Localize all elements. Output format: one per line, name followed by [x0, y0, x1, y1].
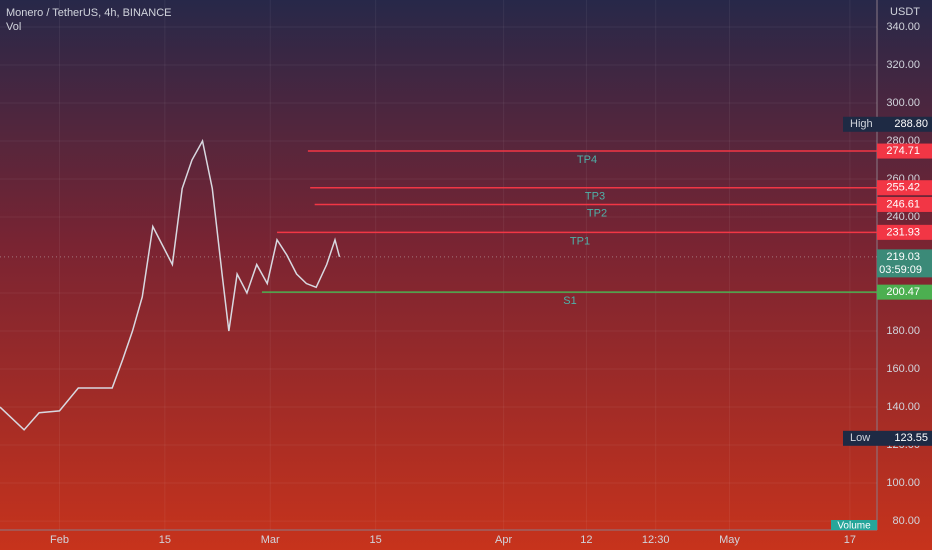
y-tick-label: 100.00 — [886, 477, 920, 489]
y-axis-unit: USDT — [890, 6, 920, 18]
chart-title: Monero / TetherUS, 4h, BINANCE — [6, 7, 171, 19]
y-tick-label: 160.00 — [886, 363, 920, 375]
level-price: 246.61 — [886, 198, 920, 210]
level-price: 231.93 — [886, 226, 920, 238]
y-tick-label: 340.00 — [886, 21, 920, 33]
volume-box — [831, 520, 877, 530]
level-price: 274.71 — [886, 145, 920, 157]
y-tick-label: 180.00 — [886, 325, 920, 337]
x-tick-label: 15 — [370, 534, 382, 546]
y-tick-label: 80.00 — [892, 515, 920, 527]
high-value: 288.80 — [894, 118, 928, 130]
x-tick-label: Feb — [50, 534, 69, 546]
y-tick-label: 320.00 — [886, 59, 920, 71]
level-name: TP1 — [570, 235, 590, 247]
level-price-box — [877, 180, 932, 196]
level-price-box — [877, 196, 932, 212]
last-price-box — [877, 249, 932, 278]
x-tick-label: 12 — [580, 534, 592, 546]
level-name: TP2 — [587, 207, 607, 219]
level-name: TP4 — [577, 154, 597, 166]
y-tick-label: 140.00 — [886, 401, 920, 413]
x-tick-label: Apr — [495, 534, 512, 546]
high-box — [843, 116, 932, 132]
level-name: TP3 — [585, 191, 605, 203]
level-price-box — [877, 284, 932, 300]
x-tick-label: 15 — [159, 534, 171, 546]
last-price: 219.03 — [886, 251, 920, 263]
high-name: High — [850, 118, 873, 130]
low-name: Low — [850, 432, 870, 444]
low-value: 123.55 — [894, 432, 928, 444]
price-line — [0, 138, 341, 431]
volume-label: Volume — [837, 521, 871, 532]
low-box — [843, 430, 932, 446]
x-tick-label: 12:30 — [642, 534, 670, 546]
countdown: 03:59:09 — [879, 264, 922, 276]
level-price: 200.47 — [886, 286, 920, 298]
volume-indicator: Vol — [6, 21, 21, 33]
x-tick-label: May — [719, 534, 740, 546]
y-tick-label: 240.00 — [886, 211, 920, 223]
y-tick-label: 300.00 — [886, 97, 920, 109]
x-tick-label: 17 — [844, 534, 856, 546]
level-price-box — [877, 224, 932, 240]
level-price-box — [877, 143, 932, 159]
x-tick-label: Mar — [261, 534, 280, 546]
level-price: 255.42 — [886, 182, 920, 194]
level-name: S1 — [563, 295, 576, 307]
